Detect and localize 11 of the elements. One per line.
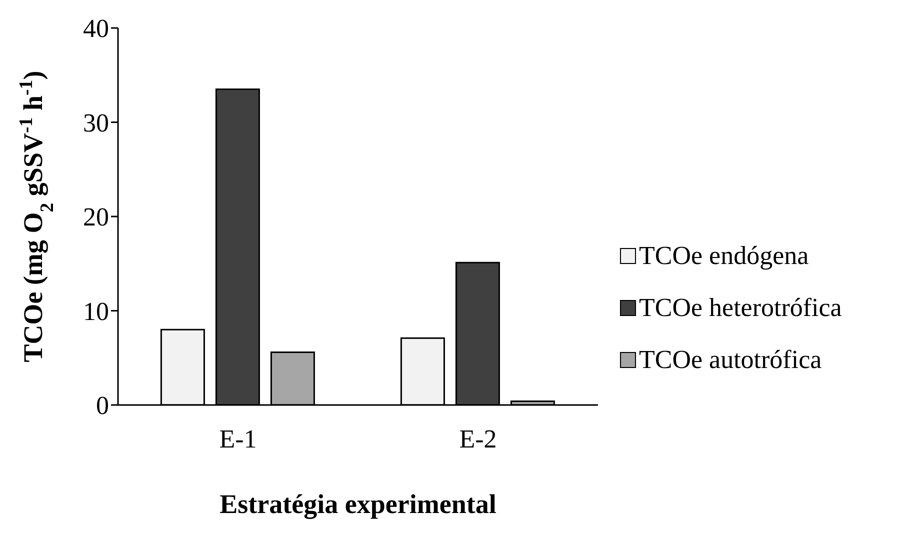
x-tick-label: E-1 [219, 424, 257, 454]
legend-label: TCOe endógena [639, 241, 809, 271]
y-tick-label: 0 [96, 391, 109, 420]
x-axis-title: Estratégia experimental [220, 489, 497, 519]
x-tick-label: E-2 [459, 424, 497, 454]
y-tick-label: 10 [83, 296, 109, 326]
y-tick-label: 30 [83, 108, 109, 138]
legend-label: TCOe autotrófica [639, 345, 822, 375]
legend-label: TCOe heterotrófica [639, 293, 842, 323]
y-tick-label: 40 [83, 14, 109, 44]
y-tick-label: 20 [83, 202, 109, 232]
